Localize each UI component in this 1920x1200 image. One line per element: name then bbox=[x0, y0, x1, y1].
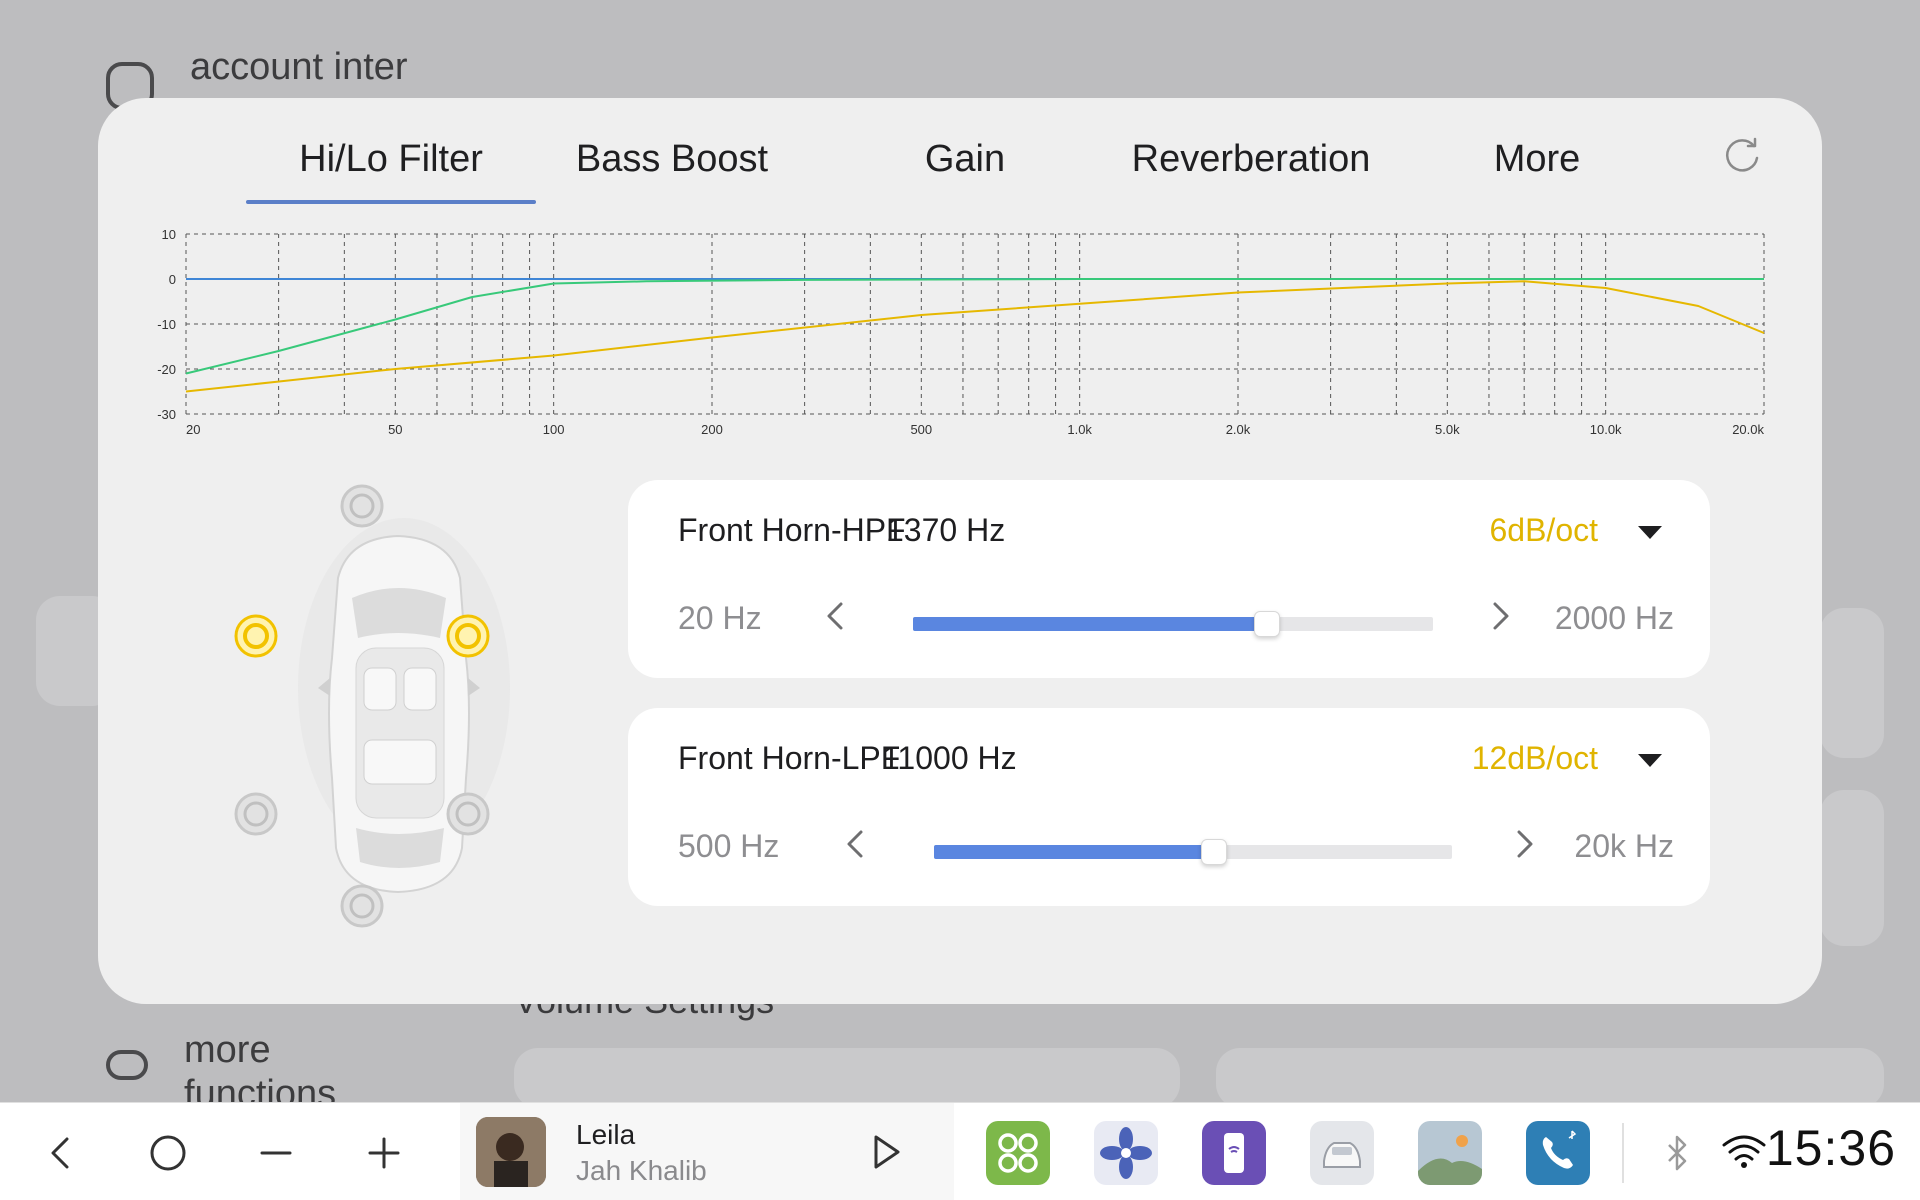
divider bbox=[1622, 1123, 1624, 1183]
filter-card-lpf: Front Horn-LPF 11000 Hz 12dB/oct 500 Hz … bbox=[628, 708, 1710, 906]
x-tick-label: 100 bbox=[543, 422, 565, 437]
series-line-1 bbox=[185, 278, 1764, 375]
y-tick-label: -20 bbox=[157, 362, 176, 377]
media-player: Leila Jah Khalib bbox=[460, 1103, 954, 1200]
background-card bbox=[1216, 1048, 1884, 1108]
taskbar: Leila Jah Khalib 15:36 bbox=[0, 1102, 1920, 1200]
y-tick-label: 0 bbox=[169, 272, 176, 287]
filter-frequency: 11000 Hz bbox=[882, 740, 1017, 776]
x-tick-label: 5.0k bbox=[1435, 422, 1460, 437]
car-speaker-diagram bbox=[298, 518, 510, 894]
song-artist: Jah Khalib bbox=[576, 1155, 707, 1186]
filter-name: Front Horn-LPF bbox=[678, 740, 901, 776]
filter-frequency: 1370 Hz bbox=[886, 512, 1006, 548]
refresh-icon[interactable] bbox=[1718, 132, 1766, 180]
more-icon bbox=[106, 1050, 149, 1080]
background-card bbox=[1820, 790, 1884, 946]
x-tick-label: 20.0k bbox=[1732, 422, 1764, 437]
slider-max-label: 2000 Hz bbox=[1554, 600, 1674, 636]
lpf-slider[interactable] bbox=[934, 839, 1452, 865]
speaker-center-rear-icon[interactable] bbox=[338, 882, 386, 930]
chevron-right-icon[interactable] bbox=[1504, 824, 1544, 864]
bluetooth-icon[interactable] bbox=[1658, 1133, 1696, 1173]
background-card bbox=[514, 1048, 1180, 1108]
lpf-slider-thumb[interactable] bbox=[1200, 839, 1227, 865]
chevron-right-icon[interactable] bbox=[1480, 596, 1520, 636]
account-label: account inter bbox=[190, 46, 408, 88]
album-art[interactable] bbox=[476, 1117, 546, 1187]
slider-min-label: 20 Hz bbox=[678, 600, 762, 636]
gallery-icon[interactable] bbox=[1418, 1121, 1482, 1185]
tab-bar: Hi/Lo Filter Bass Boost Gain Reverberati… bbox=[98, 98, 1822, 208]
filter-name: Front Horn-HPF bbox=[678, 512, 906, 548]
phone-icon[interactable] bbox=[1526, 1121, 1590, 1185]
speaker-center-front-icon[interactable] bbox=[338, 482, 386, 530]
chevron-down-icon[interactable] bbox=[1638, 526, 1662, 539]
apps-grid-icon[interactable] bbox=[986, 1121, 1050, 1185]
phone-hotspot-icon[interactable] bbox=[1202, 1121, 1266, 1185]
background-card bbox=[1820, 608, 1884, 758]
x-tick-label: 1.0k bbox=[1067, 422, 1092, 437]
speaker-front-right-icon[interactable] bbox=[444, 612, 492, 660]
filter-slope[interactable]: 6dB/oct bbox=[1489, 512, 1598, 548]
x-tick-label: 50 bbox=[388, 422, 402, 437]
hpf-slider-fill bbox=[913, 617, 1267, 631]
back-icon[interactable] bbox=[34, 1125, 90, 1181]
wifi-icon[interactable] bbox=[1720, 1131, 1768, 1171]
volume-down-icon[interactable] bbox=[248, 1125, 304, 1181]
lpf-slider-fill bbox=[934, 845, 1214, 859]
car-icon[interactable] bbox=[1310, 1121, 1374, 1185]
hpf-slider-thumb[interactable] bbox=[1253, 611, 1280, 637]
play-icon[interactable] bbox=[860, 1127, 910, 1177]
home-icon[interactable] bbox=[140, 1125, 196, 1181]
filter-card-hpf: Front Horn-HPF 1370 Hz 6dB/oct 20 Hz 200… bbox=[628, 480, 1710, 678]
speaker-front-left-icon[interactable] bbox=[232, 612, 280, 660]
y-tick-label: 10 bbox=[162, 227, 176, 242]
chevron-left-icon[interactable] bbox=[836, 824, 876, 864]
x-tick-label: 200 bbox=[701, 422, 723, 437]
x-tick-label: 2.0k bbox=[1226, 422, 1251, 437]
x-tick-label: 500 bbox=[910, 422, 932, 437]
x-tick-label: 10.0k bbox=[1590, 422, 1622, 437]
clock: 15:36 bbox=[1765, 1120, 1896, 1176]
account-menu-item: account inter bbox=[106, 46, 408, 110]
filter-slope[interactable]: 12dB/oct bbox=[1471, 740, 1598, 776]
tab-bass-boost[interactable]: Bass Boost bbox=[575, 138, 769, 180]
tab-hi-lo-filter[interactable]: Hi/Lo Filter bbox=[246, 138, 536, 204]
speaker-rear-left-icon[interactable] bbox=[232, 790, 280, 838]
chevron-left-icon[interactable] bbox=[816, 596, 856, 636]
speaker-rear-right-icon[interactable] bbox=[444, 790, 492, 838]
tab-reverberation[interactable]: Reverberation bbox=[1131, 138, 1371, 180]
slider-max-label: 20k Hz bbox=[1574, 828, 1674, 864]
y-tick-label: -10 bbox=[157, 317, 176, 332]
tab-gain[interactable]: Gain bbox=[924, 138, 1006, 180]
hpf-slider[interactable] bbox=[913, 611, 1433, 637]
series-line-2 bbox=[185, 280, 1765, 393]
slider-min-label: 500 Hz bbox=[678, 828, 780, 864]
tab-more[interactable]: More bbox=[1493, 138, 1581, 180]
y-tick-label: -30 bbox=[157, 407, 176, 422]
x-tick-label: 20 bbox=[186, 422, 200, 437]
sound-settings-dialog: Hi/Lo Filter Bass Boost Gain Reverberati… bbox=[98, 98, 1822, 1004]
song-title: Leila bbox=[576, 1119, 636, 1150]
volume-up-icon[interactable] bbox=[356, 1125, 412, 1181]
chevron-down-icon[interactable] bbox=[1638, 754, 1662, 767]
car-body bbox=[318, 534, 480, 894]
fan-icon[interactable] bbox=[1094, 1121, 1158, 1185]
